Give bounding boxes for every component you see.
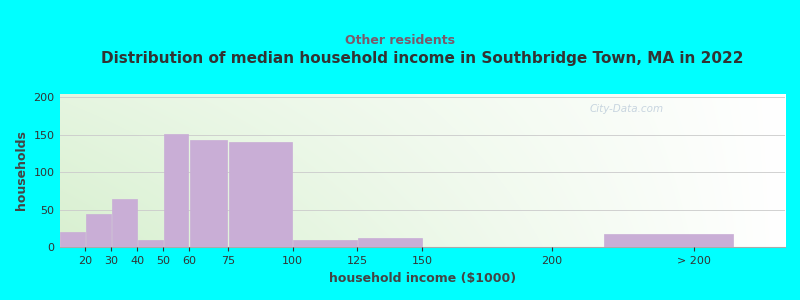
Text: Other residents: Other residents: [345, 34, 455, 47]
Title: Distribution of median household income in Southbridge Town, MA in 2022: Distribution of median household income …: [101, 51, 743, 66]
Bar: [294, 240, 357, 247]
Bar: [60, 232, 85, 247]
Bar: [190, 140, 227, 247]
Bar: [229, 142, 292, 248]
Bar: [86, 214, 110, 248]
Bar: [358, 238, 422, 247]
Bar: [112, 199, 137, 248]
X-axis label: household income ($1000): household income ($1000): [329, 272, 516, 285]
Bar: [138, 240, 162, 247]
Y-axis label: households: households: [15, 130, 28, 210]
Bar: [604, 234, 733, 247]
Bar: [164, 134, 189, 247]
Text: City-Data.com: City-Data.com: [589, 104, 663, 114]
